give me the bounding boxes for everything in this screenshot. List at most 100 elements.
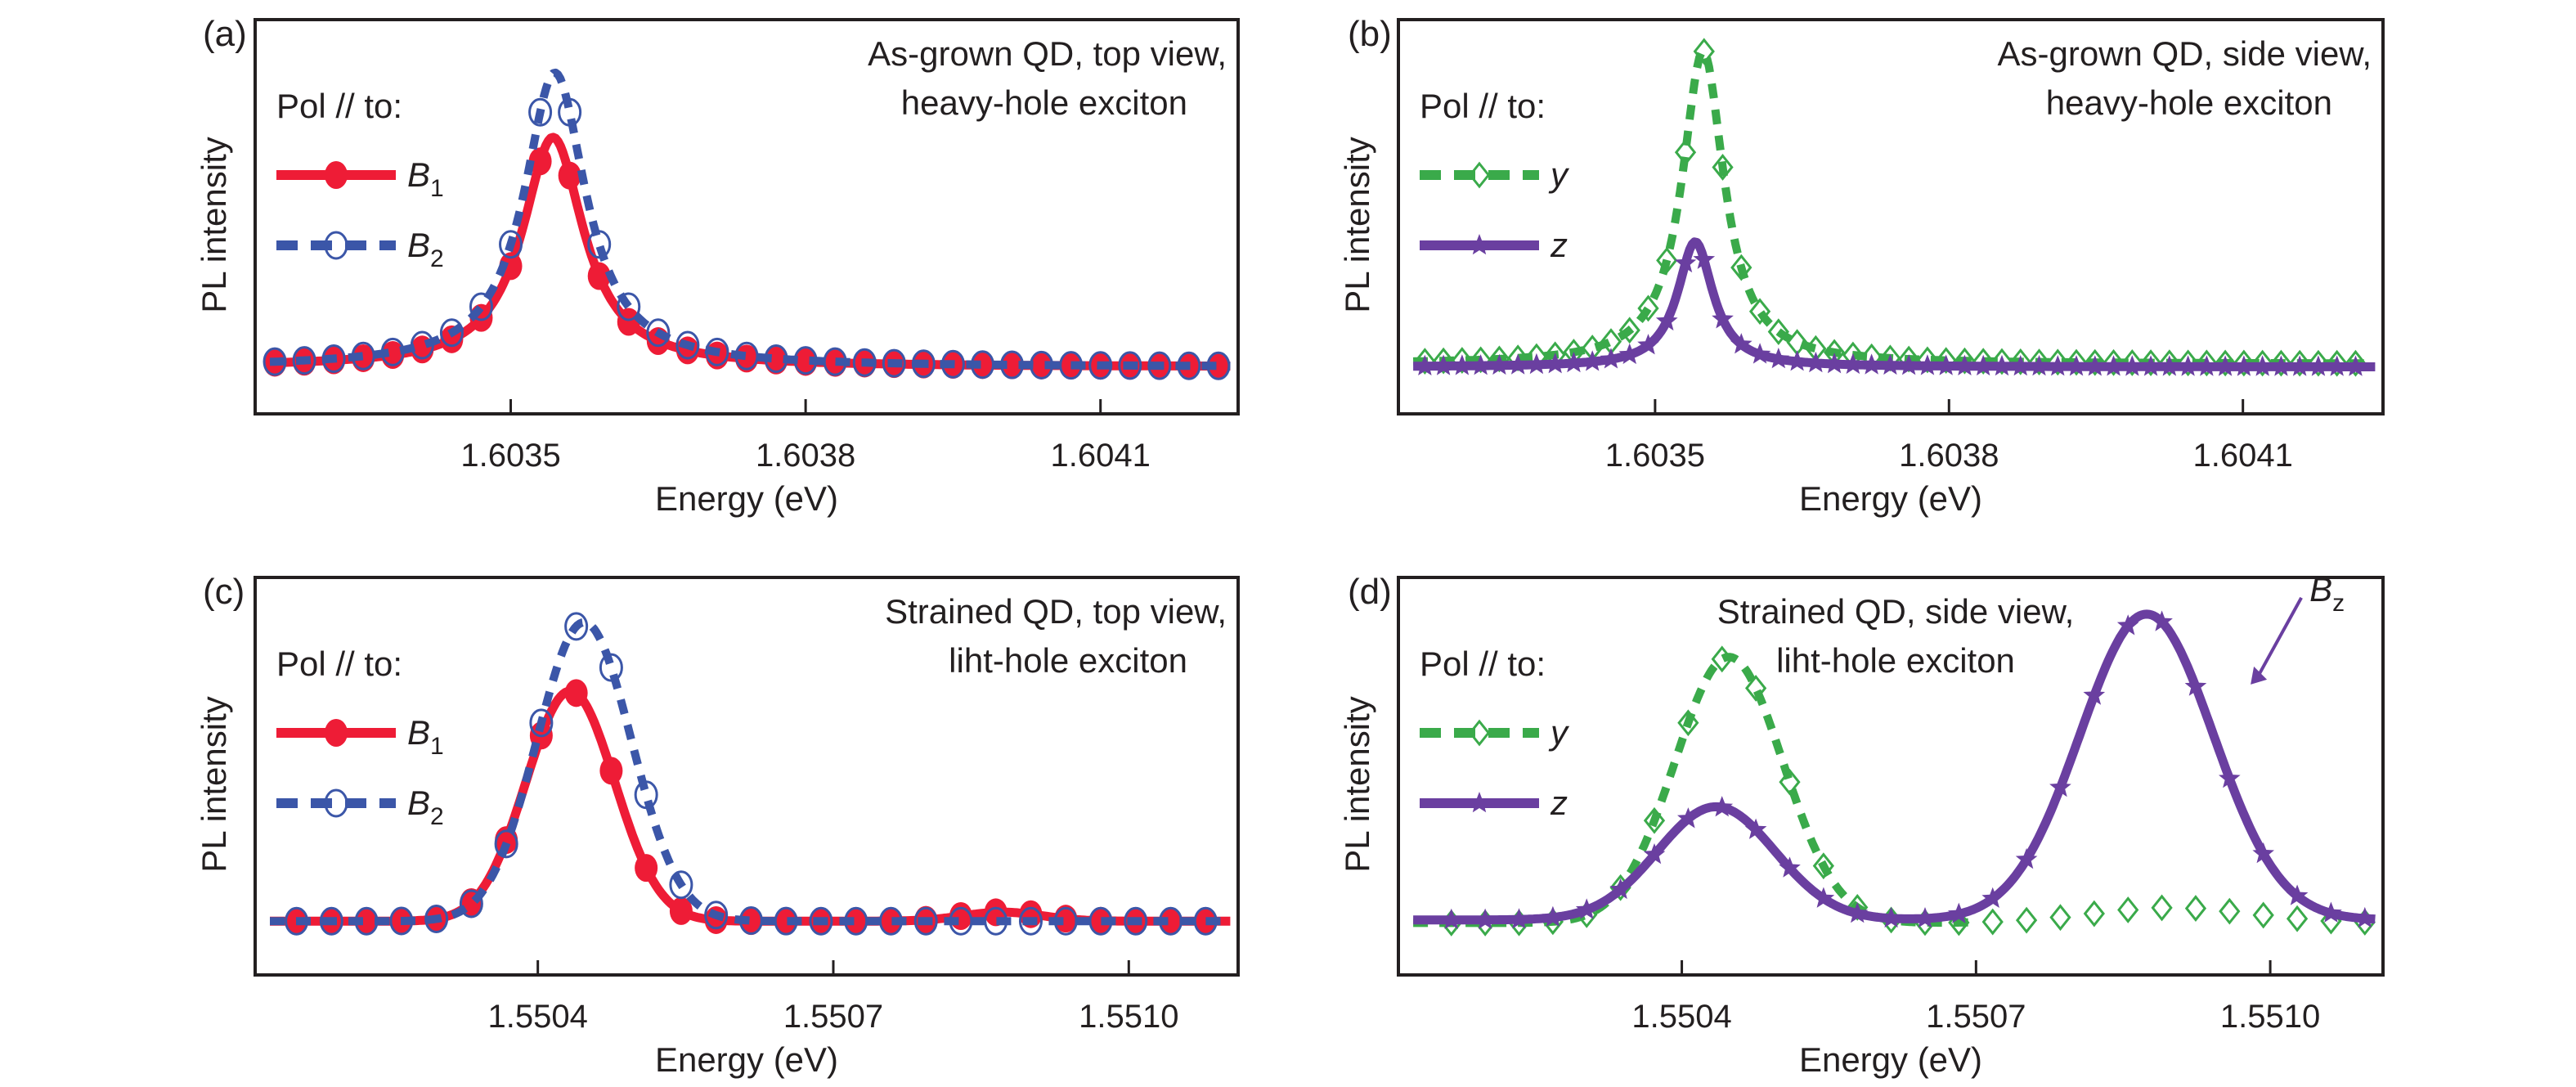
data-point — [1470, 346, 1492, 374]
data-point — [1935, 347, 1957, 375]
legend-title: Pol // to: — [276, 87, 402, 125]
data-point — [774, 907, 798, 936]
data-point — [2251, 355, 2273, 376]
plot-frame — [1397, 576, 2385, 977]
legend-title: Pol // to: — [1420, 87, 1546, 125]
data-point — [2326, 349, 2348, 377]
data-point — [528, 147, 552, 176]
data-point — [558, 97, 582, 127]
data-point — [1730, 254, 1752, 281]
legend-item-b2: B2 — [276, 784, 444, 830]
data-point — [1030, 350, 1054, 380]
data-point — [529, 708, 554, 738]
legend-item-b2: B2 — [276, 226, 444, 272]
x-tick-label: 1.5507 — [1926, 999, 2026, 1035]
x-axis-label: Energy (eV) — [655, 479, 838, 518]
data-point — [1018, 906, 1043, 936]
data-point — [2049, 904, 2071, 932]
data-point — [1147, 351, 1172, 380]
data-point — [2177, 349, 2199, 377]
legend-label: y — [1548, 155, 1570, 194]
data-point — [355, 907, 379, 936]
data-point — [1823, 353, 1846, 374]
data-point — [1730, 333, 1752, 354]
data-point — [1655, 309, 1678, 331]
data-point — [380, 337, 405, 366]
legend-label: B2 — [407, 226, 444, 272]
data-point — [2049, 775, 2071, 797]
data-point — [1177, 351, 1201, 380]
data-point — [1488, 345, 1510, 373]
data-point — [599, 653, 623, 682]
y-axis-label: PL intensity — [1338, 137, 1376, 313]
data-point — [1643, 843, 1666, 865]
data-point — [1897, 354, 1920, 375]
data-point — [1744, 675, 1767, 702]
data-point — [1451, 354, 1474, 375]
data-point — [1414, 354, 1436, 375]
data-point — [1656, 246, 1678, 274]
data-point — [675, 336, 699, 365]
data-point — [1544, 353, 1566, 374]
x-tick-label: 1.5504 — [487, 999, 587, 1035]
legend-label-main: y — [1548, 155, 1570, 194]
data-point — [844, 906, 868, 936]
legend-item-b1: B1 — [276, 155, 444, 202]
data-point — [2219, 897, 2241, 925]
legend-title: Pol // to: — [276, 645, 402, 683]
data-point — [844, 907, 868, 936]
data-point — [2009, 348, 2031, 375]
data-point — [1948, 902, 1970, 923]
data-point — [2151, 610, 2173, 631]
data-point — [292, 346, 316, 375]
data-point — [705, 337, 729, 366]
data-point — [704, 905, 728, 934]
plot-frame — [254, 576, 1240, 977]
data-point — [1677, 709, 1699, 737]
legend: Pol // to:yz — [1420, 645, 1570, 822]
data-point — [2028, 355, 2050, 376]
data-point — [410, 330, 434, 360]
y-axis-label: PL intensity — [195, 137, 233, 313]
data-point — [587, 262, 611, 290]
data-point — [2139, 355, 2162, 376]
data-point — [764, 344, 788, 373]
data-point — [2158, 355, 2181, 376]
data-point — [2307, 355, 2330, 376]
data-point — [1030, 351, 1053, 380]
data-point — [2196, 355, 2218, 376]
data-point — [2219, 767, 2241, 788]
x-tick-label: 1.5507 — [783, 999, 883, 1035]
data-point — [2009, 355, 2032, 376]
data-point — [774, 906, 798, 936]
panel-label: (c) — [203, 572, 245, 612]
data-point — [1981, 887, 2004, 908]
data-point — [1693, 248, 1716, 269]
panel-annotation: liht-hole exciton — [949, 641, 1187, 680]
arrow-head-icon — [2251, 666, 2268, 685]
series-line — [1411, 47, 2377, 368]
data-point — [1440, 908, 1463, 929]
data-point — [2116, 614, 2139, 636]
x-tick-label: 1.6041 — [2193, 438, 2293, 474]
data-point — [2345, 355, 2367, 376]
legend-label: B1 — [407, 155, 444, 202]
data-point — [911, 349, 936, 379]
data-point — [2028, 348, 2050, 376]
data-point — [439, 318, 464, 348]
plot-frame — [1397, 18, 2385, 415]
data-point — [617, 292, 641, 321]
x-tick-label: 1.5504 — [1631, 999, 1731, 1035]
data-point — [794, 348, 818, 376]
bz-label: Bz — [2309, 570, 2345, 617]
data-point — [1506, 353, 1529, 375]
data-point — [2233, 349, 2255, 377]
data-point — [564, 612, 589, 641]
data-point — [2065, 355, 2088, 376]
data-point — [970, 350, 994, 380]
data-point — [1000, 351, 1024, 380]
legend-item-y: y — [1420, 155, 1570, 194]
data-point — [1053, 906, 1078, 936]
data-point — [1643, 806, 1666, 834]
data-point — [2151, 894, 2173, 922]
